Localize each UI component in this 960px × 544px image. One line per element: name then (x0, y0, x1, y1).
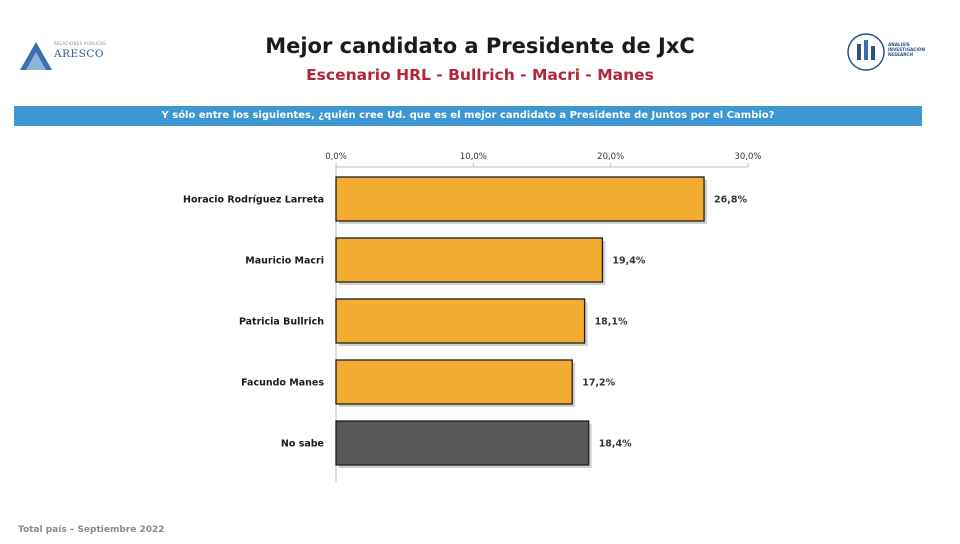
aresco-logo: RELACIONES PÚBLICAS ARESCO (18, 38, 108, 72)
bar (335, 176, 705, 222)
bar (335, 298, 586, 344)
bar (335, 420, 590, 466)
category-label: Facundo Manes (241, 378, 324, 389)
data-label: 17,2% (582, 378, 615, 389)
research-seal-icon (847, 33, 885, 71)
research-logo: ANALISIS INVESTIGACIÓN RESEARCH (846, 32, 925, 72)
chart-subtitle: Escenario HRL - Bullrich - Macri - Manes (306, 66, 654, 84)
category-label: Horacio Rodríguez Larreta (183, 195, 324, 206)
x-tick-label: 30,0% (734, 152, 761, 162)
data-label: 18,4% (599, 439, 632, 450)
logo-small-text: RELACIONES PÚBLICAS (54, 41, 107, 46)
footer-note: Total país – Septiembre 2022 (18, 525, 165, 535)
data-label: 26,8% (714, 195, 747, 206)
data-label: 19,4% (612, 256, 645, 267)
chart-title: Mejor candidato a Presidente de JxC (265, 34, 695, 58)
bar (335, 237, 604, 283)
category-label: Mauricio Macri (245, 256, 324, 267)
x-tick-label: 20,0% (597, 152, 624, 162)
question-banner: Y sólo entre los siguientes, ¿quién cree… (14, 106, 922, 126)
bar (335, 359, 573, 405)
logo-brand-text: ARESCO (54, 48, 104, 60)
x-tick-label: 10,0% (460, 152, 487, 162)
x-tick-label: 0,0% (325, 152, 347, 162)
logo-right-text: ANALISIS INVESTIGACIÓN RESEARCH (888, 42, 925, 57)
category-label: No sabe (281, 439, 324, 450)
triangle-logo-icon (20, 42, 52, 70)
category-label: Patricia Bullrich (239, 317, 324, 328)
data-label: 18,1% (595, 317, 628, 328)
